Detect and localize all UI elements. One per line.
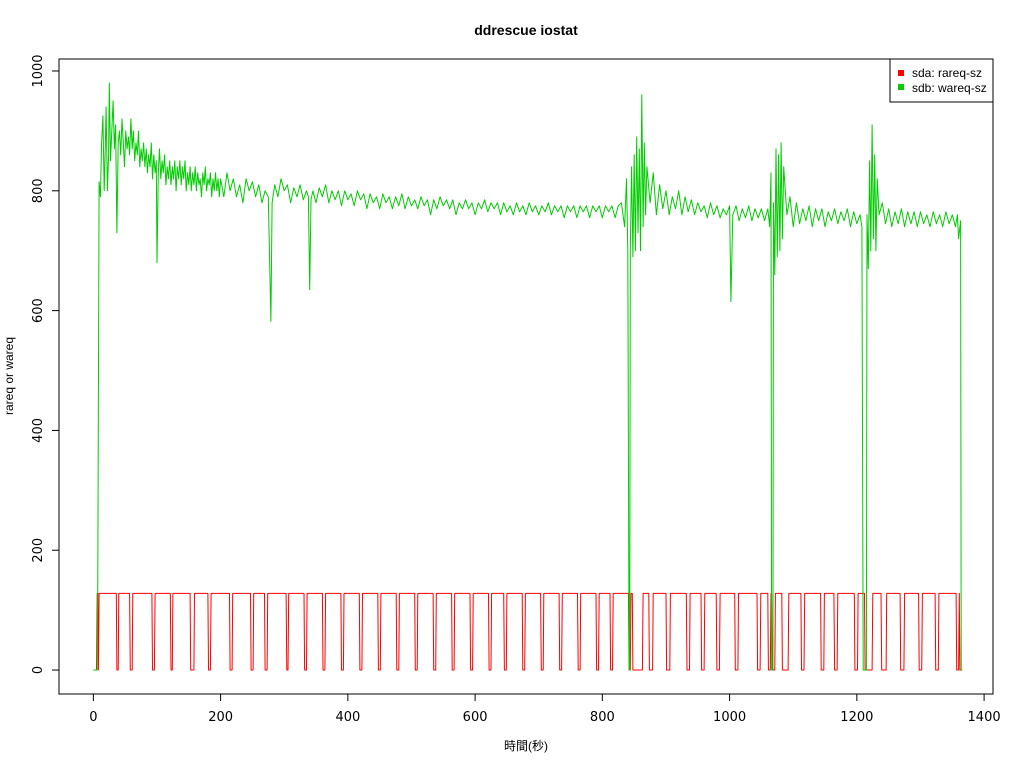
x-tick-label: 1400 xyxy=(968,710,1001,725)
legend: sda: rareq-sz sdb: wareq-sz xyxy=(889,58,994,103)
x-tick-label: 400 xyxy=(335,710,360,725)
plot-frame xyxy=(58,58,994,695)
y-tick-label: 600 xyxy=(31,298,46,323)
legend-swatch-sdb xyxy=(898,84,904,90)
y-tick-label: 200 xyxy=(31,538,46,563)
y-tick-label: 800 xyxy=(31,178,46,203)
chart-title: ddrescue iostat xyxy=(474,22,578,38)
legend-box xyxy=(889,58,994,103)
y-axis-label: rareq or wareq xyxy=(2,337,16,415)
x-tick-label: 0 xyxy=(89,710,97,725)
legend-swatch-sda xyxy=(898,70,904,76)
x-tick-label: 800 xyxy=(590,710,615,725)
legend-label-sdb: sdb: wareq-sz xyxy=(912,81,987,95)
series-line-sda-rareq xyxy=(93,592,963,671)
y-tick-label: 0 xyxy=(31,666,46,674)
y-axis: 0 200 400 600 800 1000 xyxy=(31,54,60,674)
y-tick-label: 1000 xyxy=(31,54,46,87)
x-tick-label: 600 xyxy=(463,710,488,725)
x-tick-label: 1200 xyxy=(840,710,873,725)
x-axis: 0 200 400 600 800 1000 1200 1400 xyxy=(89,693,1001,725)
x-tick-label: 1000 xyxy=(713,710,746,725)
y-tick-label: 400 xyxy=(31,418,46,443)
series-line-sdb-wareq xyxy=(93,82,963,671)
series-layer xyxy=(93,82,963,671)
x-axis-label: 時間(秒) xyxy=(504,739,548,753)
legend-label-sda: sda: rareq-sz xyxy=(912,66,982,80)
x-tick-label: 200 xyxy=(208,710,233,725)
